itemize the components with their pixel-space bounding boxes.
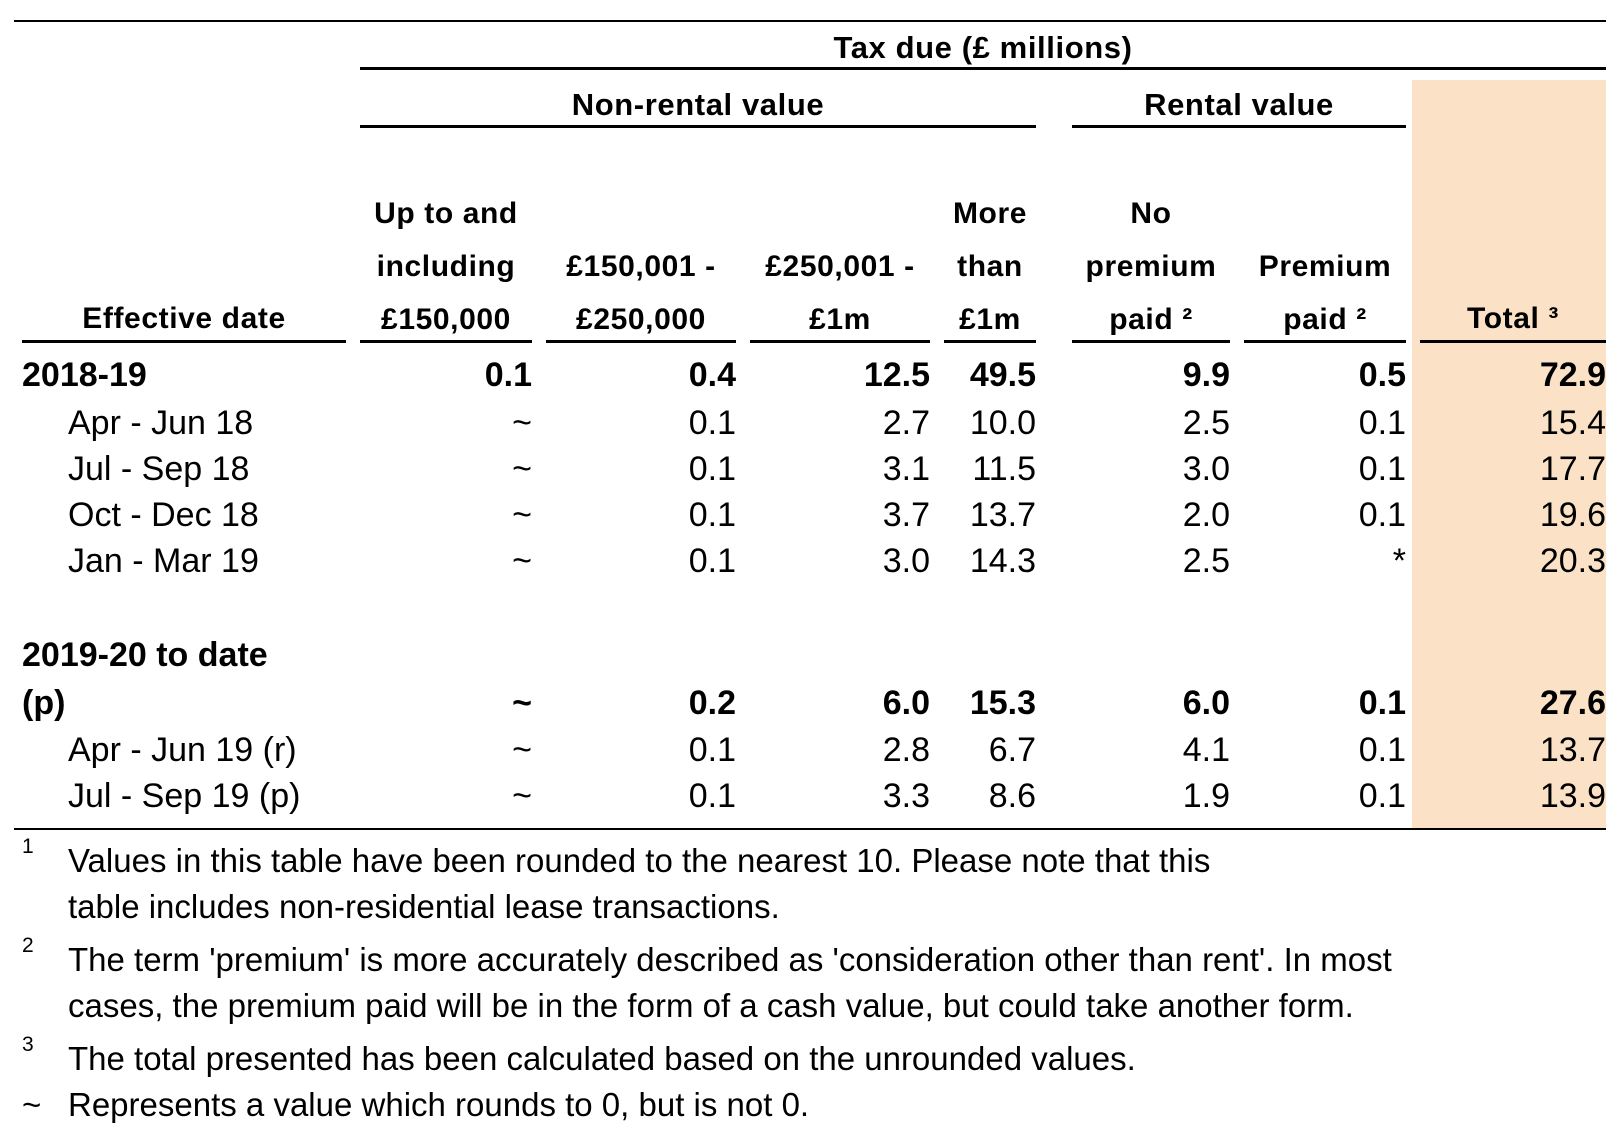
row-label: Jan - Mar 19 [68, 542, 259, 580]
table-cell: 0.2 [688, 684, 736, 722]
footnote-3: The total presented has been calculated … [68, 1040, 1136, 1077]
table-cell: 0.1 [1358, 404, 1406, 442]
table-cell: 0.1 [688, 496, 736, 534]
table-cell: 0.4 [688, 356, 736, 394]
table-cell: ~ [512, 450, 532, 488]
col-underline [546, 340, 736, 343]
table-cell: 13.7 [1539, 731, 1606, 769]
footnote-1: Values in this table have been rounded t… [68, 842, 1211, 925]
table-cell: * [1392, 542, 1406, 580]
col-more-than-1m: More than £1m [952, 197, 1028, 336]
total-column-highlight [1412, 80, 1606, 830]
col-underline [22, 340, 346, 343]
table-cell: 3.0 [882, 542, 930, 580]
table-cell: 72.9 [1539, 356, 1606, 394]
table-cell: 19.6 [1539, 496, 1606, 534]
row-label-2018-19: 2018-19 [22, 356, 147, 394]
table-cell: 0.1 [1358, 731, 1406, 769]
col-underline [360, 340, 532, 343]
table-cell: 2.7 [882, 404, 930, 442]
table-cell: 0.1 [1358, 496, 1406, 534]
table-cell: 15.3 [969, 684, 1036, 722]
table-cell: 6.0 [882, 684, 930, 722]
table-cell: ~ [512, 684, 532, 722]
non-rental-underline [360, 125, 1036, 128]
footnote-marker-2: 2 [22, 934, 34, 957]
table-bottom-rule [14, 828, 1606, 830]
table-cell: 14.3 [969, 542, 1036, 580]
row-label-2019-20-p: (p) [22, 684, 66, 722]
table-cell: 0.1 [688, 777, 736, 815]
col-250k-1m: £250,001 - £1m [765, 250, 915, 336]
table-cell: ~ [512, 404, 532, 442]
table-cell: ~ [512, 496, 532, 534]
col-150k-250k: £150,001 - £250,000 [566, 250, 716, 336]
tax-due-header: Tax due (£ millions) [833, 30, 1133, 65]
col-underline [944, 340, 1036, 343]
table-cell: 0.5 [1358, 356, 1406, 394]
table-cell: 2.0 [1182, 496, 1230, 534]
table-cell: 9.9 [1182, 356, 1230, 394]
table-cell: 49.5 [969, 356, 1036, 394]
tax-due-underline [360, 67, 1606, 70]
table-cell: 4.1 [1182, 731, 1230, 769]
footnote-2: The term 'premium' is more accurately de… [68, 941, 1392, 1024]
rental-header: Rental value [1144, 87, 1334, 122]
row-label: Apr - Jun 18 [68, 404, 254, 442]
table-cell: 0.1 [688, 542, 736, 580]
col-underline [1244, 340, 1406, 343]
table-cell: 10.0 [969, 404, 1036, 442]
col-total: Total ³ [1467, 302, 1559, 335]
table-cell: ~ [512, 542, 532, 580]
table-cell: 0.1 [1358, 684, 1406, 722]
table-cell: 0.1 [1358, 777, 1406, 815]
table-cell: 3.1 [882, 450, 930, 488]
table-cell: 13.9 [1539, 777, 1606, 815]
footnote-marker-3: 3 [22, 1033, 34, 1056]
row-label: Jul - Sep 18 [68, 450, 250, 488]
table-cell: 2.8 [882, 731, 930, 769]
footnote-marker-tilde: ~ [22, 1086, 42, 1123]
table-cell: 3.0 [1182, 450, 1230, 488]
col-underline [750, 340, 930, 343]
col-effective-date: Effective date [82, 302, 286, 335]
top-rule [14, 20, 1606, 22]
col-premium-paid: Premium paid ² [1258, 250, 1392, 336]
row-label-2019-20: 2019-20 to date [22, 636, 268, 674]
table-cell: 0.1 [688, 404, 736, 442]
row-label: Apr - Jun 19 (r) [68, 731, 297, 769]
table-cell: 11.5 [972, 450, 1036, 488]
table-cell: 0.1 [688, 450, 736, 488]
table-cell: 2.5 [1182, 404, 1230, 442]
col-no-premium-paid: No premium paid ² [1085, 197, 1217, 336]
table-cell: 20.3 [1539, 542, 1606, 580]
row-label: Jul - Sep 19 (p) [68, 777, 301, 815]
table-cell: 17.7 [1539, 450, 1606, 488]
table-cell: 6.7 [988, 731, 1036, 769]
table-cell: 6.0 [1182, 684, 1230, 722]
rental-underline [1072, 125, 1406, 128]
table-cell: 3.7 [882, 496, 930, 534]
table-cell: 0.1 [1358, 450, 1406, 488]
col-underline [1072, 340, 1230, 343]
table-cell: 27.6 [1539, 684, 1606, 722]
table-cell: 13.7 [969, 496, 1036, 534]
col-underline [1420, 340, 1606, 343]
footnote-marker-1: 1 [22, 835, 34, 858]
table-cell: 12.5 [863, 356, 930, 394]
row-label: Oct - Dec 18 [68, 496, 259, 534]
table-cell: 2.5 [1182, 542, 1230, 580]
table-cell: ~ [512, 731, 532, 769]
table-cell: 8.6 [988, 777, 1036, 815]
table-cell: 1.9 [1182, 777, 1230, 815]
table-cell: 0.1 [484, 356, 532, 394]
non-rental-header: Non-rental value [571, 87, 825, 122]
table-cell: 3.3 [882, 777, 930, 815]
table-cell: 15.4 [1539, 404, 1606, 442]
col-up-to-150k: Up to and including £150,000 [374, 197, 518, 336]
table-cell: 0.1 [688, 731, 736, 769]
footnote-4: Represents a value which rounds to 0, bu… [68, 1086, 810, 1123]
table-cell: ~ [512, 777, 532, 815]
